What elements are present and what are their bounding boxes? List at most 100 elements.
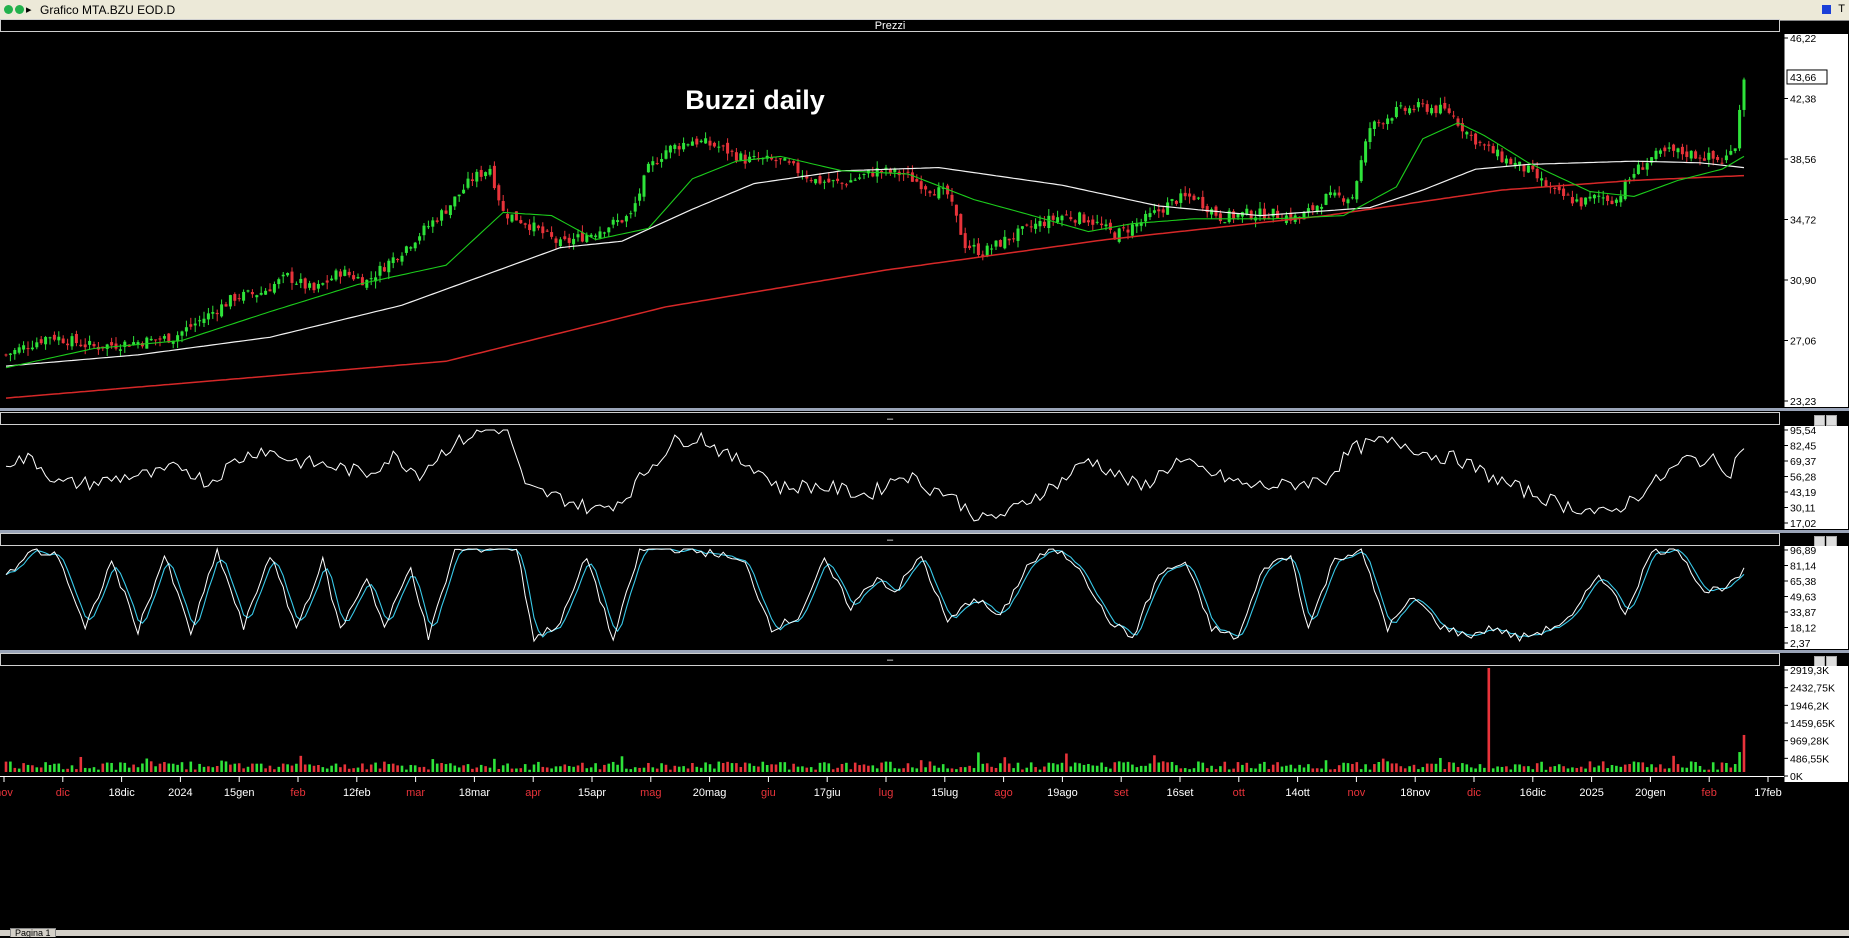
volume-bar bbox=[110, 762, 113, 772]
volume-bar bbox=[607, 763, 611, 772]
volume-bar bbox=[369, 764, 373, 772]
price-candle bbox=[699, 140, 703, 143]
volume-bar bbox=[955, 769, 958, 772]
pane-splitter[interactable] bbox=[0, 530, 1849, 533]
price-candle bbox=[805, 175, 809, 179]
time-axis-label: apr bbox=[525, 787, 541, 799]
volume-bar bbox=[1518, 764, 1521, 772]
volume-bar bbox=[484, 766, 487, 772]
volume-bar bbox=[1175, 765, 1178, 772]
pane-splitter[interactable] bbox=[0, 408, 1849, 411]
volume-bar bbox=[999, 763, 1002, 772]
volume-bar bbox=[567, 766, 571, 772]
price-candle bbox=[1614, 199, 1618, 203]
price-candle bbox=[668, 145, 672, 153]
volume-bar bbox=[365, 769, 369, 772]
rsi-axis-background[interactable] bbox=[1784, 426, 1848, 529]
volume-bar bbox=[853, 762, 857, 772]
volume-bar bbox=[1205, 768, 1209, 772]
price-candle bbox=[171, 340, 175, 344]
volume-bar bbox=[202, 766, 206, 772]
volume-bar bbox=[840, 763, 844, 772]
volume-bar bbox=[647, 762, 650, 772]
volume-bar bbox=[589, 767, 593, 772]
volume-bar bbox=[176, 764, 179, 772]
volume-bar bbox=[462, 765, 465, 772]
price-candle bbox=[1381, 123, 1385, 125]
price-axis-background[interactable] bbox=[1784, 34, 1848, 407]
volume-bar bbox=[1373, 764, 1376, 772]
volume-bar bbox=[651, 767, 655, 772]
volume-bar bbox=[928, 761, 932, 772]
price-candle bbox=[721, 145, 725, 147]
price-candle bbox=[1509, 158, 1513, 165]
volume-bar bbox=[1249, 768, 1253, 772]
price-candle bbox=[1716, 156, 1720, 160]
price-candle bbox=[1029, 226, 1033, 228]
volume-bar bbox=[1025, 767, 1029, 772]
price-candle bbox=[374, 277, 378, 282]
volume-bar bbox=[1720, 762, 1724, 772]
price-candle bbox=[1174, 200, 1178, 204]
volume-bar bbox=[22, 763, 25, 772]
volume-bar bbox=[655, 768, 659, 772]
price-candle bbox=[1095, 221, 1099, 223]
volume-bar bbox=[1245, 762, 1249, 772]
price-candle bbox=[162, 336, 166, 339]
price-candle bbox=[717, 146, 721, 148]
price-candle bbox=[519, 220, 523, 224]
price-candle bbox=[1069, 217, 1073, 220]
page-tab[interactable]: Pagina 1 bbox=[10, 928, 56, 938]
volume-bar bbox=[61, 769, 65, 772]
window-blue-square-icon[interactable] bbox=[1822, 5, 1831, 14]
volume-bar bbox=[1073, 762, 1077, 772]
time-axis-label: 16dic bbox=[1520, 787, 1547, 799]
price-candle bbox=[360, 277, 364, 286]
price-candle bbox=[545, 230, 549, 232]
volume-bar bbox=[1698, 765, 1702, 772]
price-candle bbox=[514, 211, 518, 221]
price-candle bbox=[809, 180, 813, 182]
rsi-axis-tick-label: 82,45 bbox=[1790, 441, 1816, 453]
price-candle bbox=[176, 335, 180, 342]
volume-bar bbox=[1707, 769, 1711, 772]
price-candle bbox=[1562, 188, 1566, 197]
pane-splitter[interactable] bbox=[0, 650, 1849, 653]
price-candle bbox=[1408, 108, 1412, 114]
price-candle bbox=[523, 223, 527, 225]
volume-bar bbox=[207, 766, 210, 772]
price-candle bbox=[250, 292, 254, 295]
price-candle bbox=[184, 327, 188, 332]
price-candle bbox=[1368, 128, 1372, 142]
volume-bar bbox=[752, 765, 756, 772]
price-candle bbox=[1513, 162, 1517, 167]
volume-bar bbox=[79, 756, 83, 772]
volume-bar bbox=[669, 769, 672, 772]
volume-bar bbox=[48, 764, 52, 772]
minimize-icon[interactable] bbox=[1814, 415, 1825, 426]
volume-bar bbox=[963, 767, 967, 772]
volume-bar bbox=[968, 765, 971, 772]
price-candle bbox=[1390, 118, 1394, 121]
volume-axis-background[interactable] bbox=[1784, 666, 1848, 782]
price-candle bbox=[1579, 197, 1583, 207]
price-candle bbox=[1729, 150, 1733, 155]
price-candle bbox=[1016, 228, 1020, 241]
maximize-icon[interactable] bbox=[1826, 415, 1837, 426]
stochastic-axis-background[interactable] bbox=[1784, 546, 1848, 649]
volume-bar bbox=[132, 764, 135, 772]
price-candle bbox=[1694, 151, 1698, 159]
window-menu-arrow-icon[interactable]: ▸ bbox=[26, 4, 32, 16]
volume-bar bbox=[1496, 766, 1499, 772]
price-candle bbox=[154, 339, 158, 341]
volume-bar bbox=[1289, 764, 1293, 772]
time-axis: nov dic 18dic 2024 15gen feb 12feb mar 18mar apr 1… bbox=[0, 776, 1849, 930]
volume-axis-tick-label: 2919,3K bbox=[1790, 665, 1829, 677]
price-candle bbox=[1333, 192, 1337, 196]
volume-bar bbox=[1267, 769, 1271, 772]
price-candle bbox=[246, 290, 250, 292]
price-candle bbox=[831, 180, 835, 182]
price-candle bbox=[1342, 198, 1346, 202]
volume-bar bbox=[317, 765, 320, 772]
